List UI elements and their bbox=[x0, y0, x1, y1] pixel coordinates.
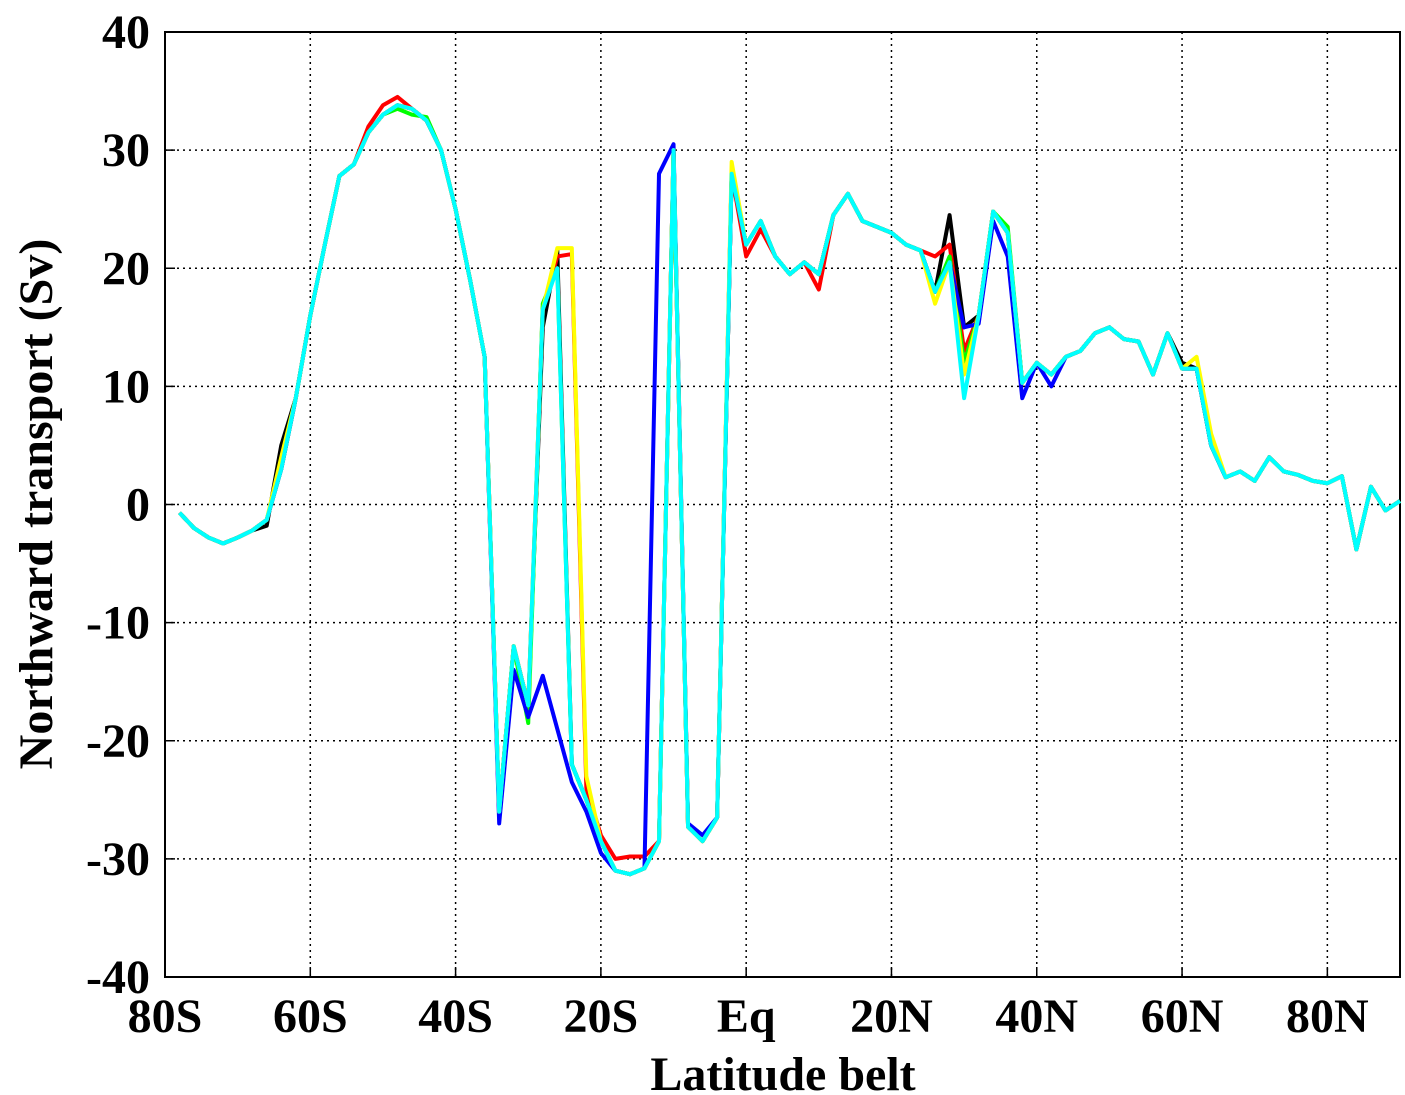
y-axis-label: Northward transport (Sv) bbox=[10, 239, 63, 770]
y-tick-label: -40 bbox=[86, 951, 150, 1004]
y-tick-label: 40 bbox=[102, 6, 150, 59]
x-tick-label: 40N bbox=[995, 990, 1078, 1043]
series-line bbox=[178, 103, 1402, 877]
y-tick-label: 20 bbox=[102, 242, 150, 295]
y-tick-label: -30 bbox=[86, 833, 150, 886]
x-tick-label: 40S bbox=[418, 990, 493, 1043]
x-tick-label: 60S bbox=[273, 990, 348, 1043]
x-tick-label: Eq bbox=[717, 990, 776, 1043]
y-tick-label: 30 bbox=[102, 124, 150, 177]
x-tick-label: 60N bbox=[1141, 990, 1224, 1043]
y-tick-label: -20 bbox=[86, 715, 150, 768]
series-line bbox=[178, 103, 1402, 877]
x-tick-label: 20N bbox=[850, 990, 933, 1043]
x-tick-label: 20S bbox=[564, 990, 639, 1043]
x-tick-label: 80N bbox=[1286, 990, 1369, 1043]
x-tick-label: 80S bbox=[128, 990, 203, 1043]
series-line bbox=[178, 106, 1402, 877]
plot-frame bbox=[164, 31, 1401, 978]
y-tick-label: -10 bbox=[86, 597, 150, 650]
series-line bbox=[178, 94, 1402, 861]
series-line bbox=[178, 103, 1402, 877]
series-line bbox=[178, 103, 1402, 877]
y-tick-label: 10 bbox=[102, 360, 150, 413]
y-tick-label: 0 bbox=[126, 479, 150, 532]
x-axis-label: Latitude belt bbox=[650, 1048, 915, 1095]
